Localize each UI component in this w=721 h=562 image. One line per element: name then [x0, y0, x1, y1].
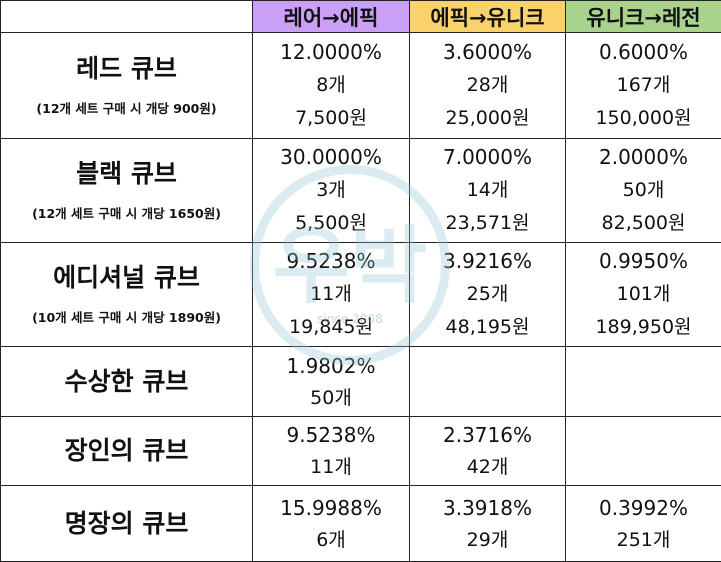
expected-count: 251개	[616, 528, 671, 551]
probability-value: 12.0000%	[280, 40, 382, 64]
cube-name: 장인의 큐브	[64, 436, 189, 465]
expected-count: 28개	[466, 74, 509, 96]
cube-price-note: (12개 세트 구매 시 개당 1650원)	[32, 206, 221, 221]
header-rare-to-epic: 레어→에픽	[252, 0, 410, 33]
expected-cost: 5,500원	[295, 212, 367, 234]
table-row: 레드 큐브 (12개 세트 구매 시 개당 900원) 12.0000% 8개 …	[0, 32, 721, 139]
cell-epic-to-unique-empty	[409, 346, 566, 417]
header-row: 레어→에픽 에픽→유니크 유니크→레전	[0, 0, 721, 33]
expected-count: 6개	[316, 528, 346, 551]
cube-price-note: (10개 세트 구매 시 개당 1890원)	[32, 310, 221, 325]
cell-epic-to-unique: 3.9216% 25개 48,195원	[409, 242, 566, 347]
expected-cost: 23,571원	[445, 212, 530, 234]
table-row: 에디셔널 큐브 (10개 세트 구매 시 개당 1890원) 9.5238% 1…	[0, 242, 721, 347]
cube-name: 수상한 큐브	[64, 366, 189, 396]
cube-name-cell: 레드 큐브 (12개 세트 구매 시 개당 900원)	[0, 32, 253, 139]
expected-count: 11개	[310, 456, 352, 478]
cell-rare-to-epic: 15.9988% 6개	[252, 485, 410, 562]
expected-count: 25개	[466, 283, 509, 305]
expected-count: 167개	[616, 74, 671, 96]
probability-value: 1.9802%	[286, 353, 376, 378]
cube-name: 명장의 큐브	[64, 508, 189, 538]
expected-count: 101개	[616, 283, 671, 305]
expected-count: 8개	[316, 74, 346, 96]
cell-epic-to-unique: 2.3716% 42개	[409, 416, 566, 486]
probability-value: 0.3992%	[599, 495, 688, 520]
probability-value: 0.6000%	[599, 40, 688, 64]
expected-cost: 25,000원	[445, 107, 530, 129]
cube-name-cell: 장인의 큐브	[0, 416, 253, 486]
expected-count: 3개	[316, 179, 346, 201]
cell-epic-to-unique: 3.3918% 29개	[409, 485, 566, 562]
expected-count: 50개	[310, 386, 352, 409]
cell-unique-to-legendary-empty	[565, 346, 721, 417]
cell-unique-to-legendary: 0.6000% 167개 150,000원	[565, 32, 721, 139]
expected-cost: 189,950원	[595, 316, 692, 338]
cube-name: 블랙 큐브	[76, 159, 177, 188]
expected-count: 11개	[310, 283, 352, 305]
probability-value: 0.9950%	[599, 249, 688, 273]
cube-price-note: (12개 세트 구매 시 개당 900원)	[36, 101, 217, 116]
cell-unique-to-legendary: 0.3992% 251개	[565, 485, 721, 562]
table-row: 장인의 큐브 9.5238% 11개 2.3716% 42개	[0, 416, 721, 486]
cube-name: 에디셔널 큐브	[53, 263, 200, 292]
probability-value: 30.0000%	[280, 145, 382, 169]
cell-rare-to-epic: 1.9802% 50개	[252, 346, 410, 417]
probability-value: 7.0000%	[443, 145, 532, 169]
expected-count: 29개	[466, 528, 509, 551]
table-row: 수상한 큐브 1.9802% 50개	[0, 346, 721, 417]
cube-name-cell: 블랙 큐브 (12개 세트 구매 시 개당 1650원)	[0, 138, 253, 243]
probability-value: 9.5238%	[286, 423, 376, 447]
cell-rare-to-epic: 12.0000% 8개 7,500원	[252, 32, 410, 139]
header-corner	[0, 0, 253, 33]
expected-count: 50개	[622, 179, 665, 201]
cell-unique-to-legendary-empty	[565, 416, 721, 486]
cell-rare-to-epic: 30.0000% 3개 5,500원	[252, 138, 410, 243]
cell-epic-to-unique: 3.6000% 28개 25,000원	[409, 32, 566, 139]
cube-name: 레드 큐브	[76, 54, 177, 83]
cell-rare-to-epic: 9.5238% 11개 19,845원	[252, 242, 410, 347]
cell-unique-to-legendary: 2.0000% 50개 82,500원	[565, 138, 721, 243]
header-unique-to-legendary: 유니크→레전	[565, 0, 721, 33]
probability-value: 3.3918%	[443, 495, 532, 520]
probability-value: 15.9988%	[280, 495, 382, 520]
expected-cost: 150,000원	[595, 107, 692, 129]
probability-value: 2.3716%	[443, 423, 532, 447]
expected-cost: 48,195원	[445, 316, 530, 338]
expected-count: 14개	[466, 179, 509, 201]
cube-name-cell: 에디셔널 큐브 (10개 세트 구매 시 개당 1890원)	[0, 242, 253, 347]
table-row: 명장의 큐브 15.9988% 6개 3.3918% 29개 0.3992% 2…	[0, 485, 721, 562]
probability-value: 9.5238%	[286, 249, 376, 273]
cube-name-cell: 수상한 큐브	[0, 346, 253, 417]
expected-count: 42개	[466, 456, 509, 478]
cell-rare-to-epic: 9.5238% 11개	[252, 416, 410, 486]
probability-value: 3.9216%	[443, 249, 532, 273]
cell-epic-to-unique: 7.0000% 14개 23,571원	[409, 138, 566, 243]
header-epic-to-unique: 에픽→유니크	[409, 0, 566, 33]
expected-cost: 19,845원	[289, 316, 373, 338]
expected-cost: 82,500원	[601, 212, 686, 234]
cube-name-cell: 명장의 큐브	[0, 485, 253, 562]
cell-unique-to-legendary: 0.9950% 101개 189,950원	[565, 242, 721, 347]
probability-value: 3.6000%	[443, 40, 532, 64]
expected-cost: 7,500원	[295, 107, 367, 129]
probability-value: 2.0000%	[599, 145, 688, 169]
table-row: 블랙 큐브 (12개 세트 구매 시 개당 1650원) 30.0000% 3개…	[0, 138, 721, 243]
